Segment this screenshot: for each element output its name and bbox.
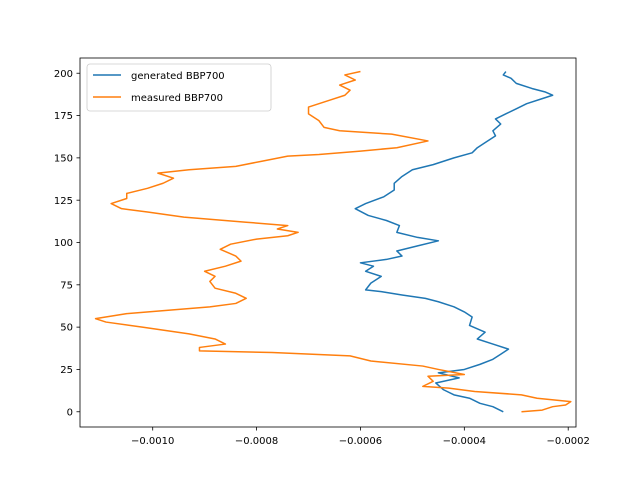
x-tick-label: −0.0002 — [547, 436, 590, 447]
legend-box — [86, 63, 272, 112]
x-tick-label: −0.0006 — [339, 436, 382, 447]
y-tick-label: 200 — [54, 69, 73, 80]
y-tick-label: 50 — [60, 323, 73, 334]
x-tick-label: −0.0010 — [131, 436, 174, 447]
series-line-measured — [94, 70, 572, 413]
y-tick-label: 150 — [54, 153, 73, 164]
y-tick-label: 125 — [54, 196, 73, 207]
x-tick-label: −0.0004 — [443, 436, 486, 447]
y-tick-label: 100 — [54, 238, 73, 249]
plot-area — [80, 58, 576, 427]
x-axis: −0.0010 −0.0008 −0.0006 −0.0004 −0.0002 — [131, 427, 590, 447]
x-tick-label: −0.0008 — [235, 436, 278, 447]
legend-label-measured: measured BBP700 — [131, 93, 223, 104]
legend: generated BBP700 measured BBP700 — [86, 63, 272, 112]
y-tick-label: 25 — [60, 365, 73, 376]
series-layer — [94, 70, 572, 413]
y-tick-label: 175 — [54, 111, 73, 122]
y-tick-label: 0 — [67, 407, 73, 418]
y-axis: 0 25 50 75 100 125 150 175 200 — [54, 69, 80, 418]
y-tick-label: 75 — [60, 280, 73, 291]
series-line-generated — [354, 71, 554, 413]
legend-label-generated: generated BBP700 — [131, 71, 225, 82]
